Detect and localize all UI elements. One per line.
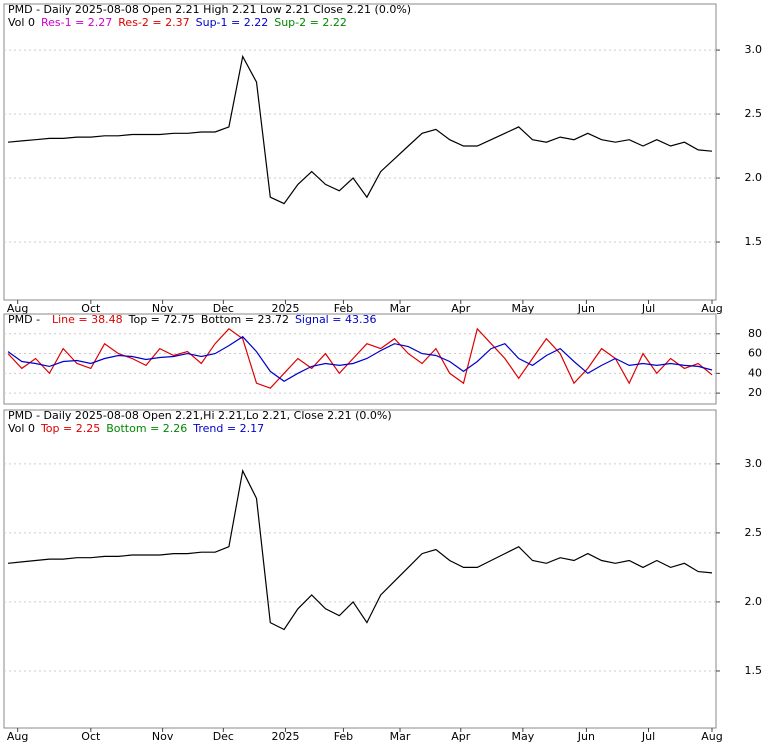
legend-entry: Line = 38.48 [52,313,123,326]
legend-entry: Bottom = 23.72 [201,313,289,326]
y-tick-label: 60 [748,347,762,360]
legend-entry: Signal = 43.36 [295,313,377,326]
x-tick-label: 2025 [271,302,299,315]
panel-frame [3,409,717,729]
x-tick-label: Feb [334,302,353,315]
legend-entry: Bottom = 2.26 [106,422,187,435]
panel-title: PMD - Daily 2025-08-08 Open 2.21,Hi 2.21… [8,409,392,422]
legend-entry: Top = 72.75 [128,313,195,326]
x-tick-label: May [512,730,535,743]
x-tick-label: Feb [334,730,353,743]
x-tick-label: May [512,302,535,315]
x-tick-label: Apr [451,730,471,743]
x-tick-label: Nov [152,302,174,315]
x-tick-label: Aug [701,730,722,743]
y-tick-label: 3.0 [745,43,763,56]
legend-entry: Res-2 = 2.37 [118,16,189,29]
legend: Vol 0 Res-1 = 2.27 Res-2 = 2.37 Sup-1 = 2.2… [8,16,347,29]
x-tick-label: Aug [701,302,722,315]
x-tick-label: Jun [577,730,595,743]
panel-frame [3,313,717,405]
panel-frame [3,3,717,301]
x-tick-label: Oct [81,730,101,743]
x-tick-label: Jun [577,302,595,315]
x-tick-label: Jul [641,302,655,315]
y-tick-label: 20 [748,386,762,399]
y-tick-label: 1.5 [745,664,763,677]
x-tick-label: Apr [451,302,471,315]
y-tick-label: 80 [748,327,762,340]
legend-entry: Res-1 = 2.27 [41,16,112,29]
y-tick-label: 2.0 [745,171,763,184]
legend-entry: Trend = 2.17 [192,422,264,435]
x-tick-label: Nov [152,730,174,743]
legend-entry: Sup-2 = 2.22 [274,16,347,29]
y-tick-label: 1.5 [745,235,763,248]
legend: Vol 0 Top = 2.25 Bottom = 2.26 Trend = 2.17 [8,422,264,435]
legend-entry: Sup-1 = 2.22 [196,16,269,29]
x-tick-label: Dec [213,730,234,743]
y-tick-label: 3.0 [745,457,763,470]
y-tick-label: 2.0 [745,595,763,608]
x-tick-label: Oct [81,302,101,315]
x-tick-label: 2025 [271,730,299,743]
x-tick-label: Mar [390,730,411,743]
series-line [7,335,713,383]
series-line [7,54,713,205]
x-tick-label: Aug [7,730,28,743]
series-line [7,468,713,631]
x-tick-label: Dec [213,302,234,315]
legend: Line = 38.48 Top = 72.75 Bottom = 23.72 Sig… [52,313,376,326]
y-tick-label: 40 [748,366,762,379]
panel-title: PMD - Daily 2025-08-08 Open 2.21 High 2.… [8,3,411,16]
x-tick-label: Mar [390,302,411,315]
y-tick-label: 2.5 [745,526,763,539]
legend-entry: Vol 0 [8,422,35,435]
x-tick-label: Jul [641,730,655,743]
y-tick-label: 2.5 [745,107,763,120]
legend-entry: Vol 0 [8,16,35,29]
legend-entry: Top = 2.25 [40,422,100,435]
x-tick-label: Aug [7,302,28,315]
panel-title: PMD - [8,313,40,326]
